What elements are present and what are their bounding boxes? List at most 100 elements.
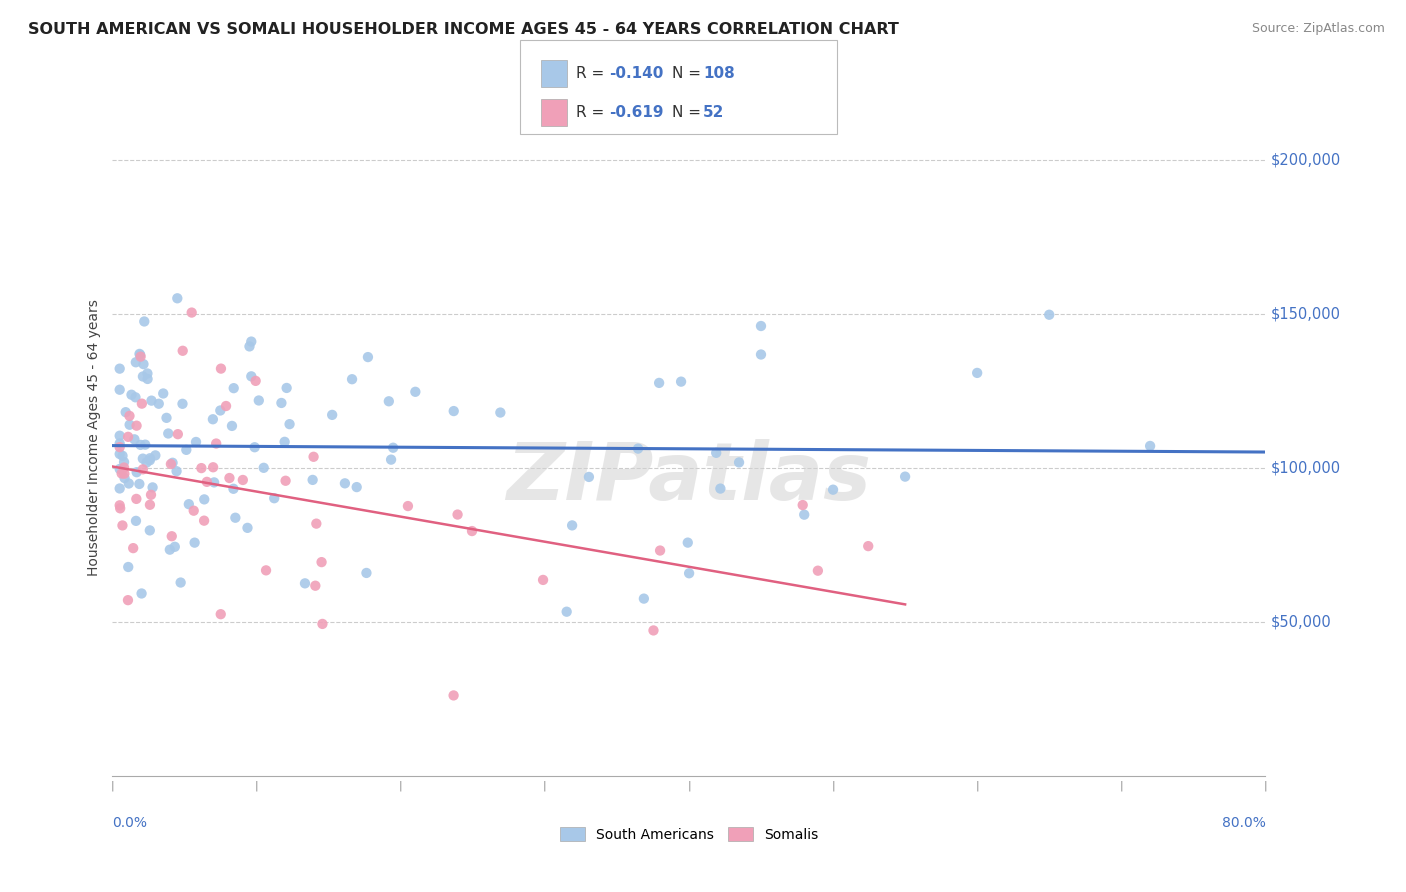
Point [114, 405, 136, 419]
Point [108, 440, 131, 454]
Point [132, 462, 155, 476]
Point [247, 393, 270, 408]
Point [678, 566, 700, 581]
Point [128, 477, 150, 491]
Text: -0.619: -0.619 [609, 105, 664, 120]
Point [243, 440, 266, 454]
Point [136, 372, 159, 386]
Point [118, 476, 141, 491]
Text: N =: N = [672, 105, 706, 120]
Point [446, 508, 468, 522]
Text: -0.140: -0.140 [609, 66, 664, 81]
Point [669, 375, 692, 389]
Point [108, 361, 131, 376]
Point [728, 455, 751, 469]
Point [135, 456, 157, 470]
Point [172, 397, 194, 411]
Point [333, 476, 356, 491]
Point [108, 498, 131, 512]
Point [232, 473, 254, 487]
Point [531, 573, 554, 587]
Text: |: | [254, 780, 259, 791]
Point [155, 410, 177, 425]
Point [143, 449, 166, 463]
Legend: South Americans, Somalis: South Americans, Somalis [554, 822, 824, 847]
Text: R =: R = [576, 66, 610, 81]
Point [202, 475, 225, 490]
Point [1038, 308, 1060, 322]
Point [112, 460, 135, 475]
Point [159, 542, 181, 557]
Text: N =: N = [672, 66, 706, 81]
Point [648, 376, 671, 390]
Point [162, 456, 184, 470]
Text: |: | [1264, 780, 1267, 791]
Point [321, 408, 343, 422]
Point [117, 560, 139, 574]
Point [139, 451, 162, 466]
Point [108, 428, 131, 442]
Point [709, 482, 731, 496]
Point [108, 482, 131, 496]
Point [193, 514, 215, 528]
Point [311, 555, 333, 569]
Point [139, 524, 162, 538]
Point [125, 465, 148, 479]
Point [172, 343, 194, 358]
Point [807, 564, 830, 578]
Point [253, 460, 276, 475]
Point [132, 369, 155, 384]
Point [270, 396, 292, 410]
Point [215, 399, 238, 413]
Text: |: | [111, 780, 114, 791]
Point [209, 607, 232, 622]
Point [821, 483, 844, 497]
Point [224, 510, 246, 524]
Point [124, 433, 146, 447]
Point [141, 393, 163, 408]
Point [195, 475, 218, 489]
Point [273, 434, 295, 449]
Point [894, 469, 917, 483]
Point [124, 390, 146, 404]
Point [166, 427, 188, 442]
Point [112, 455, 135, 469]
Point [132, 357, 155, 371]
Point [160, 457, 183, 471]
Text: |: | [543, 780, 547, 791]
Point [749, 347, 772, 361]
Point [221, 418, 243, 433]
Point [311, 616, 333, 631]
Text: SOUTH AMERICAN VS SOMALI HOUSEHOLDER INCOME AGES 45 - 64 YEARS CORRELATION CHART: SOUTH AMERICAN VS SOMALI HOUSEHOLDER INC… [28, 22, 898, 37]
Point [125, 355, 148, 369]
Point [108, 447, 131, 461]
Text: |: | [976, 780, 979, 791]
Point [163, 540, 186, 554]
Point [676, 535, 699, 549]
Point [108, 383, 131, 397]
Text: 0.0%: 0.0% [112, 816, 148, 830]
Point [183, 535, 205, 549]
Point [404, 384, 426, 399]
Point [793, 508, 815, 522]
Text: |: | [831, 780, 835, 791]
Point [357, 350, 380, 364]
Point [129, 350, 152, 364]
Point [111, 449, 134, 463]
Point [108, 436, 131, 450]
Text: |: | [1119, 780, 1123, 791]
Point [749, 318, 772, 333]
Text: 80.0%: 80.0% [1222, 816, 1265, 830]
Point [294, 576, 316, 591]
Point [443, 689, 465, 703]
Point [858, 539, 880, 553]
Point [245, 374, 267, 388]
Point [489, 405, 512, 419]
Point [305, 516, 328, 531]
Point [555, 605, 578, 619]
Point [238, 339, 260, 353]
Point [202, 460, 225, 475]
Point [792, 498, 814, 512]
Point [190, 461, 212, 475]
Text: $150,000: $150,000 [1271, 306, 1341, 321]
